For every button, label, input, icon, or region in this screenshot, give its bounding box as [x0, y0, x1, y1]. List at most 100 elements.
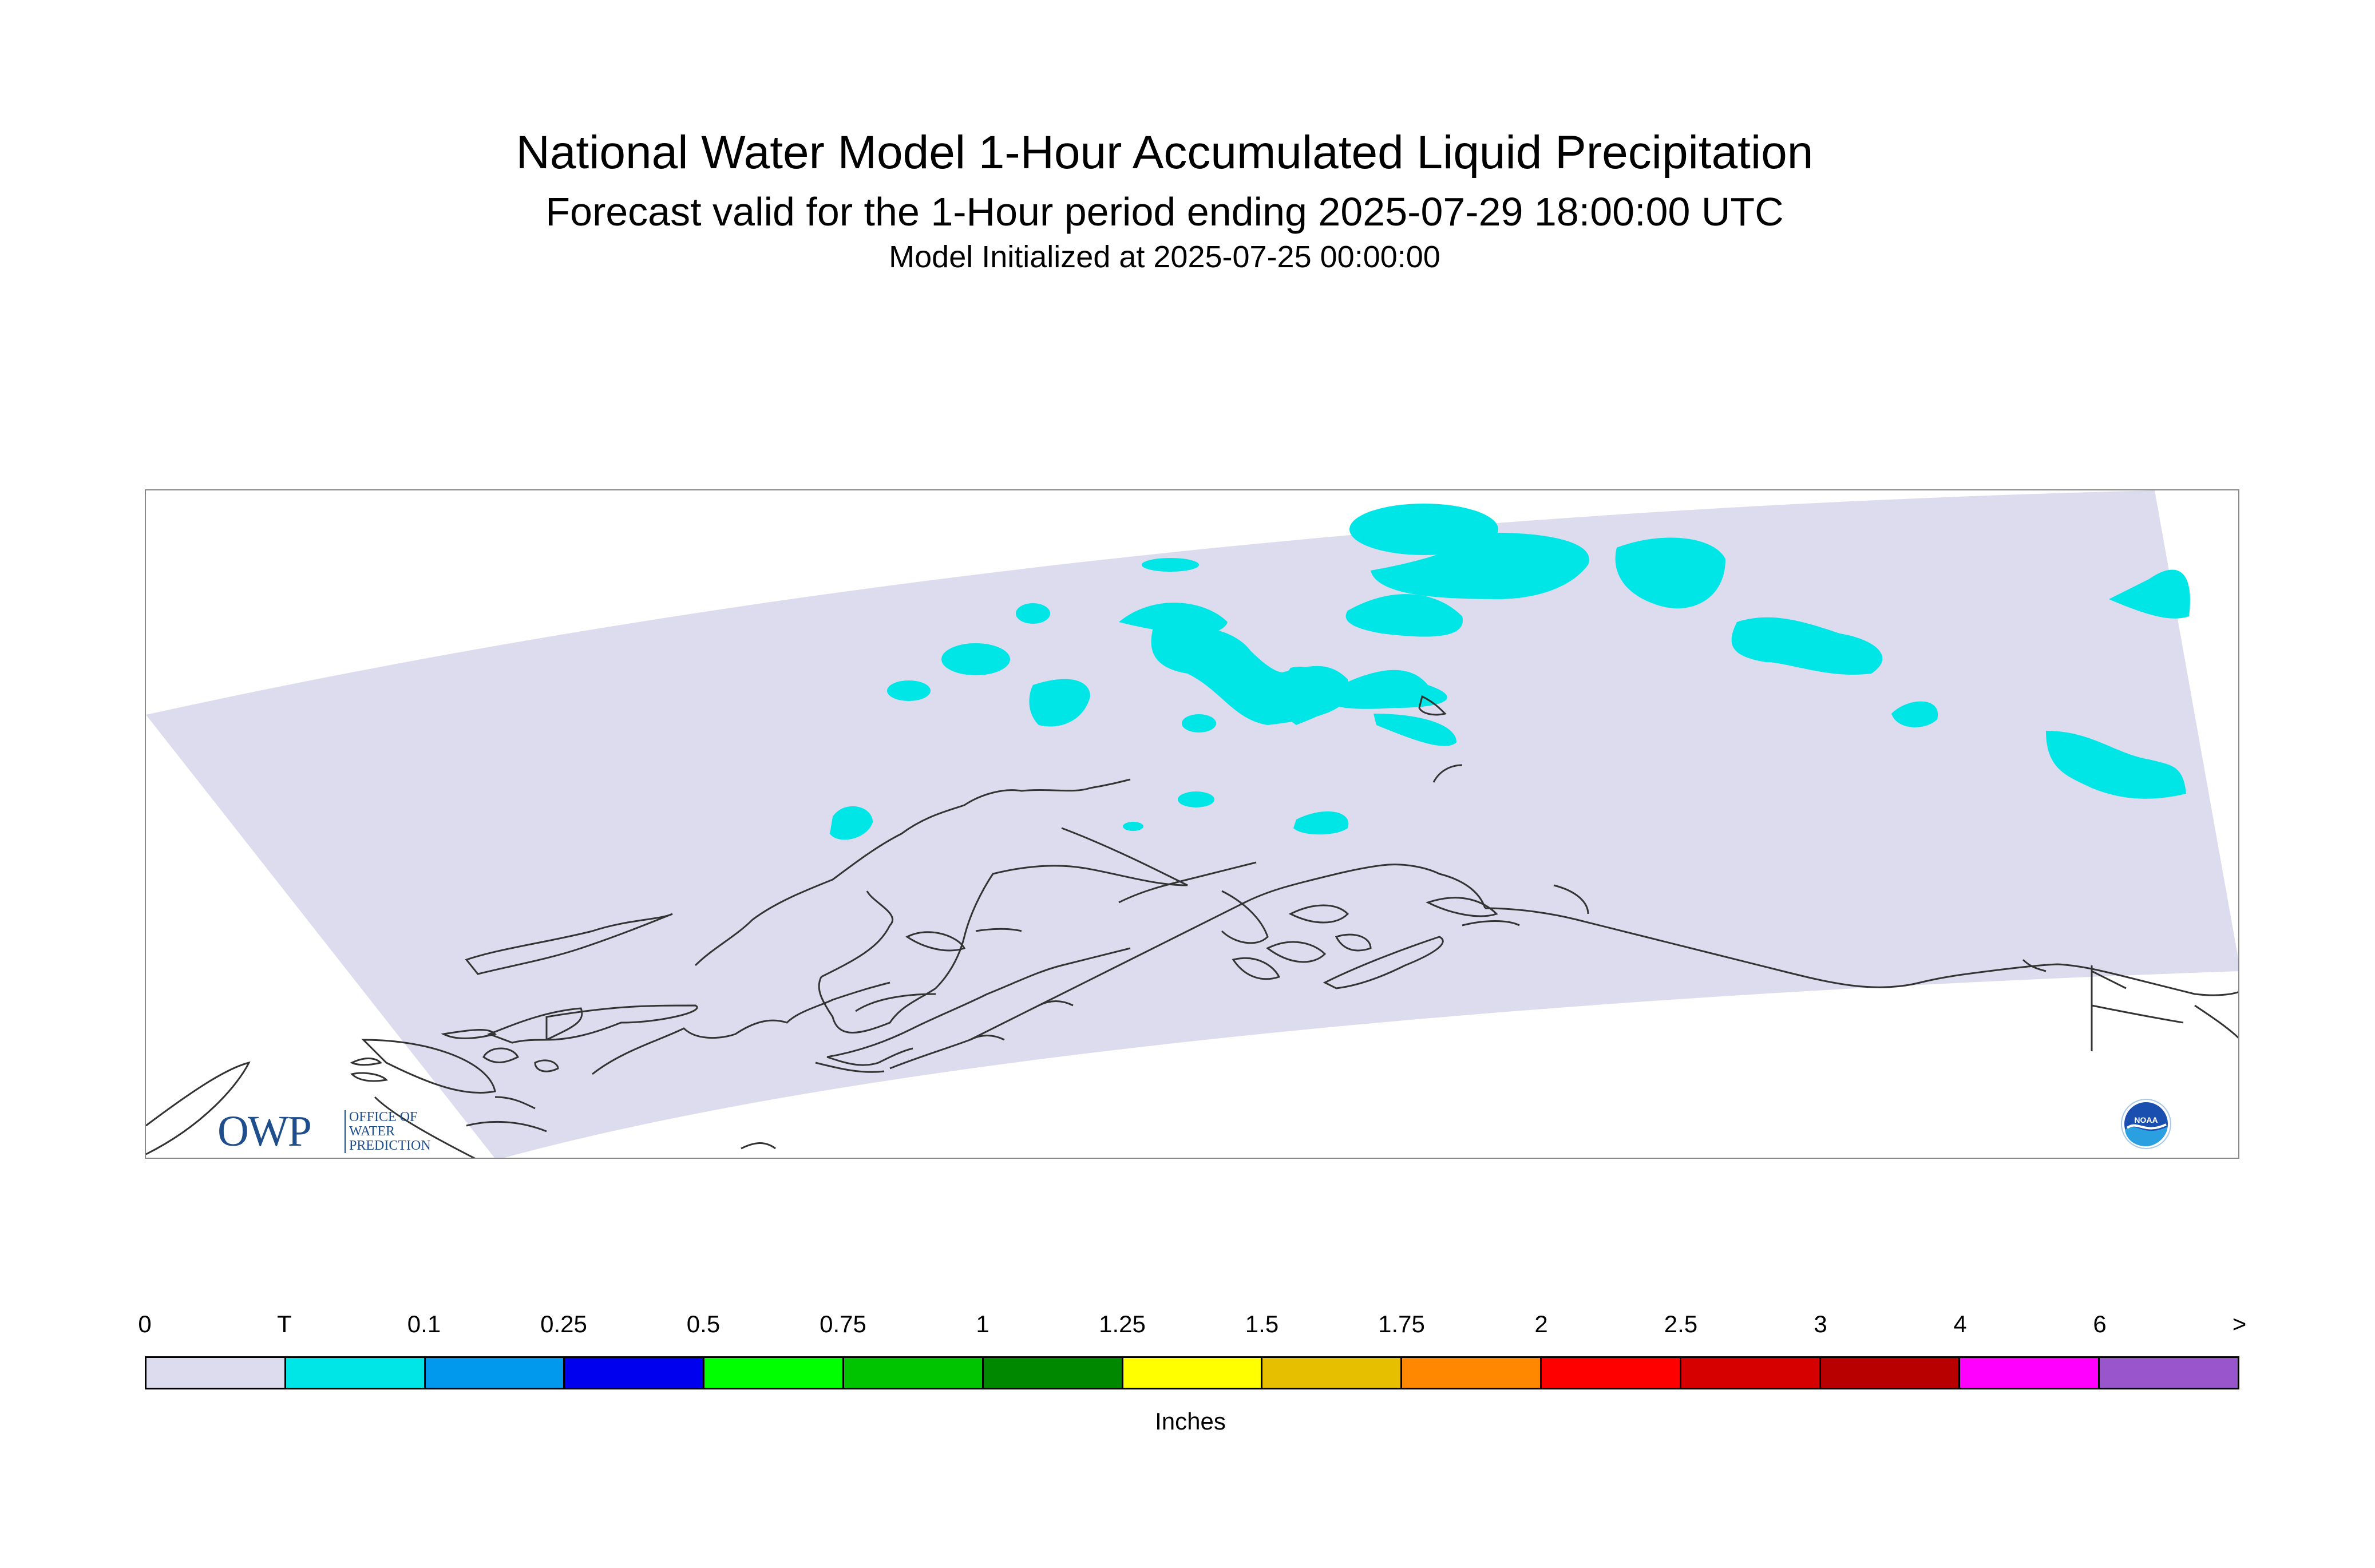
legend-units-label: Inches: [1155, 1408, 1226, 1435]
map-title: National Water Model 1-Hour Accumulated …: [516, 126, 1814, 179]
trace-area: [1016, 603, 1050, 624]
coastline: [1118, 861, 1257, 904]
coastline: [969, 1035, 1005, 1041]
coastline: [361, 1039, 496, 1094]
legend-color-bar: [145, 1356, 2239, 1389]
trace-area: [830, 806, 873, 840]
model-domain: [146, 490, 2238, 1158]
coastline: [2091, 970, 2127, 989]
coastline: [441, 1029, 497, 1039]
legend-color-segment: [704, 1358, 844, 1388]
coastline: [826, 947, 1131, 1058]
noaa-logo-text: NOAA: [2134, 1115, 2158, 1124]
legend-color-segment: [1123, 1358, 1263, 1388]
coastline: [1485, 907, 2238, 996]
color-legend: 0 T 0.1 0.25 0.5 0.75 1 1.25 1.5 1.75 2 2.5 3 4 6 >: [138, 1310, 2246, 1391]
legend-tick-label: 0.25: [540, 1310, 587, 1337]
legend-color-segment: [1262, 1358, 1403, 1388]
legend-tick-label: 6: [2093, 1310, 2107, 1337]
trace-area: [1123, 822, 1143, 831]
legend-color-segment: [1820, 1358, 1961, 1388]
trace-area: [1182, 714, 1216, 732]
coastline: [1426, 897, 1498, 917]
legend-tick-label: 1: [976, 1310, 989, 1337]
trace-area: [1371, 532, 1589, 599]
noaa-logo: NOAA: [2120, 1098, 2172, 1150]
coastline: [494, 1096, 536, 1110]
coastline: [2194, 1004, 2238, 1039]
coastline: [1288, 904, 1349, 924]
coastline: [1323, 936, 1444, 989]
forecast-valid-subtitle: Forecast valid for the 1-Hour period end…: [545, 189, 1784, 234]
trace-area: [1029, 679, 1090, 727]
trace-area: [887, 680, 931, 701]
coastline: [1232, 957, 1281, 980]
trace-area: [1256, 666, 1349, 725]
legend-tick-label: 4: [1953, 1310, 1967, 1337]
coastline: [1432, 764, 1463, 783]
coastline: [486, 1007, 583, 1044]
coastline: [1335, 933, 1372, 952]
coastline: [592, 981, 890, 1075]
coastline: [1266, 941, 1327, 963]
trace-area: [1293, 811, 1349, 835]
model-init-subtitle: Model Initialized at 2025-07-25 00:00:00: [889, 240, 1440, 274]
legend-color-segment: [1960, 1358, 2100, 1388]
coastline: [1462, 920, 1520, 926]
coastlines: [146, 695, 2238, 1158]
coastline: [855, 993, 936, 1012]
coastline: [1553, 884, 1589, 914]
trace-area: [2109, 569, 2190, 619]
trace-area: [1891, 701, 1938, 727]
coastline: [350, 1072, 389, 1082]
noaa-emblem: [2121, 1099, 2171, 1149]
legend-tick-label: 0.1: [407, 1310, 441, 1337]
trace-area: [1345, 594, 1463, 637]
precipitation-trace-areas: [830, 504, 2190, 840]
legend-tick-label: 2.5: [1664, 1310, 1698, 1337]
coastline: [818, 827, 1188, 1034]
trace-area: [1119, 603, 1228, 634]
legend-tick-label: 1.5: [1245, 1310, 1279, 1337]
legend-color-segment: [2100, 1358, 2238, 1388]
legend-tick-label: 1.25: [1099, 1310, 1146, 1337]
legend-tick-label: >: [2232, 1310, 2247, 1337]
legend-color-segment: [1402, 1358, 1542, 1388]
trace-area: [1373, 714, 1456, 746]
coastline: [466, 1120, 547, 1133]
legend-tick-label: 3: [1814, 1310, 1827, 1337]
map-canvas: [146, 490, 2238, 1158]
trace-area: [1731, 617, 1883, 675]
coastline: [826, 1047, 913, 1066]
coastline: [146, 1061, 251, 1155]
coastline: [2091, 1004, 2184, 1024]
owp-logo: OWP OFFICE OF WATER PREDICTION: [217, 1106, 446, 1158]
legend-tick-label: T: [277, 1310, 292, 1337]
owp-logo-letters: OWP: [217, 1107, 312, 1155]
coastline: [545, 1004, 698, 1041]
legend-color-segment: [147, 1358, 286, 1388]
legend-color-segment: [286, 1358, 426, 1388]
coastline: [1382, 864, 1486, 909]
trace-area: [1349, 504, 1498, 555]
coastline: [2022, 959, 2047, 972]
coastline: [815, 1062, 885, 1073]
legend-tick-label: 2: [1534, 1310, 1548, 1337]
trace-area: [941, 643, 1010, 675]
coastline: [905, 931, 966, 952]
coastline: [694, 778, 1131, 967]
trace-area: [1319, 670, 1447, 709]
legend-tick-label: 0.75: [820, 1310, 866, 1337]
coastline: [350, 1058, 382, 1066]
precipitation-map[interactable]: OWP OFFICE OF WATER PREDICTION NOAA: [145, 489, 2239, 1159]
coastline: [821, 890, 894, 978]
legend-tick-label: 1.75: [1378, 1310, 1425, 1337]
trace-area: [1615, 537, 1725, 609]
coastline: [465, 913, 673, 975]
legend-color-segment: [425, 1358, 565, 1388]
legend-color-segment: [1681, 1358, 1821, 1388]
trace-area: [2046, 731, 2186, 799]
coastline: [1221, 890, 1269, 944]
coastline: [741, 1142, 776, 1150]
legend-color-segment: [983, 1358, 1123, 1388]
